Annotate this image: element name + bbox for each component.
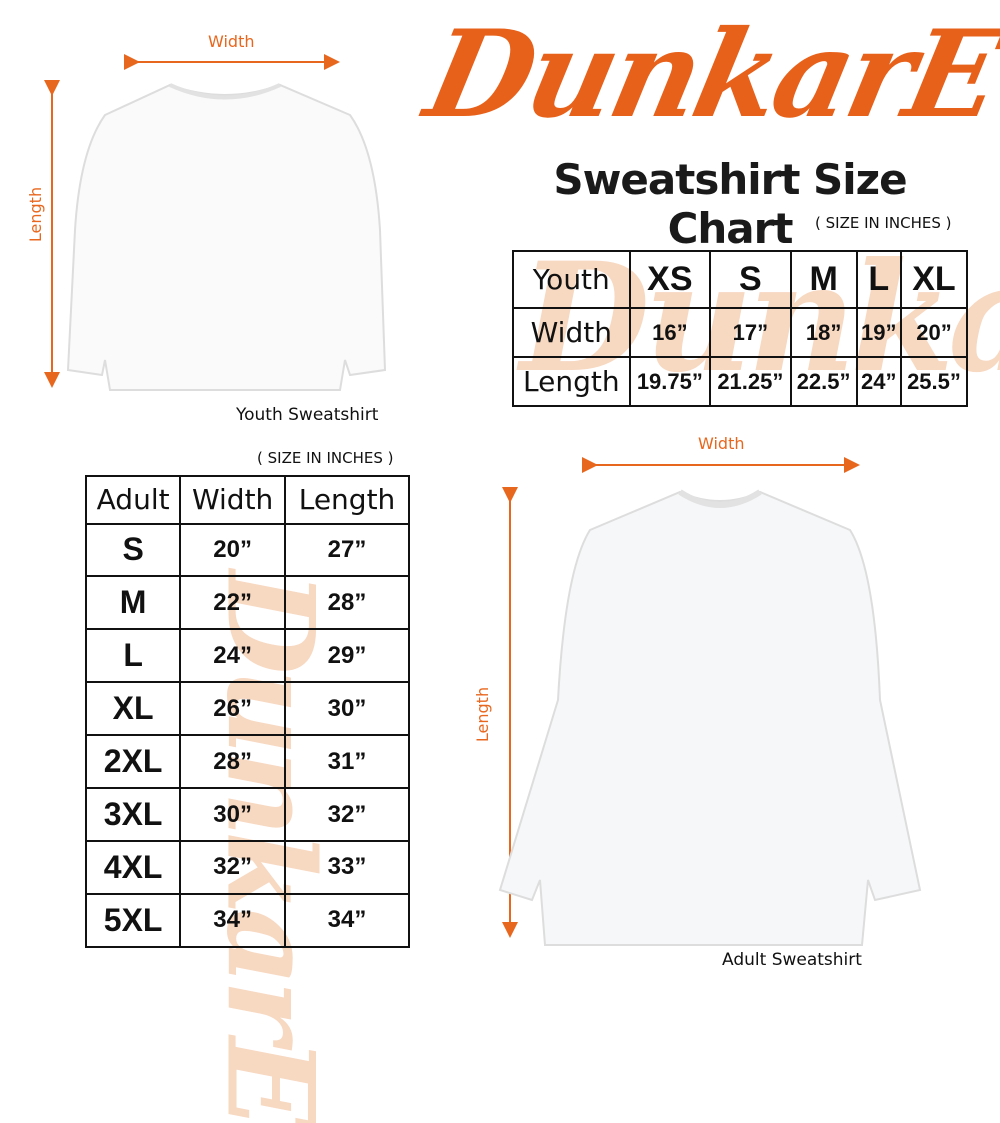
table-cell: 22.5”	[789, 356, 858, 407]
table-cell: 2XL	[84, 734, 182, 790]
adult-sweatshirt-image	[498, 457, 922, 946]
header-cell: S	[709, 249, 792, 310]
table-cell: Width	[512, 307, 631, 359]
table-cell: 26”	[179, 681, 287, 737]
table-row: 3XL 30” 32”	[84, 787, 410, 843]
table-cell: 33”	[284, 840, 410, 895]
table-cell: 30”	[284, 681, 410, 737]
table-header-row: Youth XS S M L XL	[512, 249, 969, 310]
table-cell: 24”	[179, 628, 287, 684]
youth-units: ( SIZE IN INCHES )	[815, 214, 952, 232]
table-header-row: Adult Width Length	[84, 475, 410, 525]
adult-length-label: Length	[473, 686, 493, 743]
header-cell: XL	[899, 249, 969, 310]
table-cell: 20”	[179, 522, 287, 578]
youth-caption: Youth Sweatshirt	[236, 405, 379, 425]
table-cell: 19”	[855, 307, 902, 359]
table-cell: 32”	[284, 787, 410, 843]
table-cell: 24”	[855, 356, 902, 407]
header-cell: M	[789, 249, 858, 310]
table-row: 2XL 28” 31”	[84, 734, 410, 790]
table-row: Width 16” 17” 18” 19” 20”	[512, 307, 969, 359]
youth-size-table: Youth XS S M L XL Width 16” 17” 18” 19” 20” Length 19…	[512, 249, 969, 407]
adult-size-table: Adult Width Length S 20” 27” M 22” 28” L 24” 29” XL 2…	[84, 475, 410, 949]
table-cell: 20”	[899, 307, 969, 359]
header-cell: Adult	[84, 475, 182, 525]
brand-logo: DunkarE	[415, 4, 1000, 145]
table-row: 5XL 34” 34”	[84, 892, 410, 949]
table-cell: 21.25”	[709, 356, 792, 407]
table-cell: 31”	[284, 734, 410, 790]
header-cell: Length	[284, 475, 410, 525]
table-cell: S	[84, 522, 182, 578]
table-row: XL 26” 30”	[84, 681, 410, 737]
youth-sweatshirt-image	[44, 54, 387, 391]
table-cell: 5XL	[84, 892, 182, 949]
table-cell: 16”	[628, 307, 712, 359]
table-cell: 34”	[284, 892, 410, 949]
table-cell: XL	[84, 681, 182, 737]
adult-width-label: Width	[698, 434, 745, 453]
table-cell: 34”	[179, 892, 287, 949]
table-cell: 22”	[179, 575, 287, 631]
table-cell: 30”	[179, 787, 287, 843]
youth-width-label: Width	[208, 32, 255, 51]
table-cell: 27”	[284, 522, 410, 578]
adult-caption: Adult Sweatshirt	[722, 950, 862, 970]
youth-length-label: Length	[26, 186, 46, 243]
adult-units: ( SIZE IN INCHES )	[257, 449, 394, 467]
table-row: L 24” 29”	[84, 628, 410, 684]
table-row: M 22” 28”	[84, 575, 410, 631]
header-cell: L	[855, 249, 902, 310]
table-cell: 25.5”	[899, 356, 969, 407]
table-cell: 4XL	[84, 840, 182, 895]
table-cell: L	[84, 628, 182, 684]
table-cell: 28”	[179, 734, 287, 790]
table-cell: 28”	[284, 575, 410, 631]
table-row: Length 19.75” 21.25” 22.5” 24” 25.5”	[512, 356, 969, 407]
table-cell: 19.75”	[628, 356, 712, 407]
table-cell: 18”	[789, 307, 858, 359]
table-cell: 3XL	[84, 787, 182, 843]
table-row: S 20” 27”	[84, 522, 410, 578]
table-cell: 29”	[284, 628, 410, 684]
header-cell: Youth	[512, 249, 631, 310]
table-row: 4XL 32” 33”	[84, 840, 410, 895]
table-cell: M	[84, 575, 182, 631]
table-cell: Length	[512, 356, 631, 407]
header-cell: Width	[179, 475, 287, 525]
page-title: Sweatshirt Size Chart	[553, 155, 907, 253]
table-cell: 17”	[709, 307, 792, 359]
header-cell: XS	[628, 249, 712, 310]
table-cell: 32”	[179, 840, 287, 895]
